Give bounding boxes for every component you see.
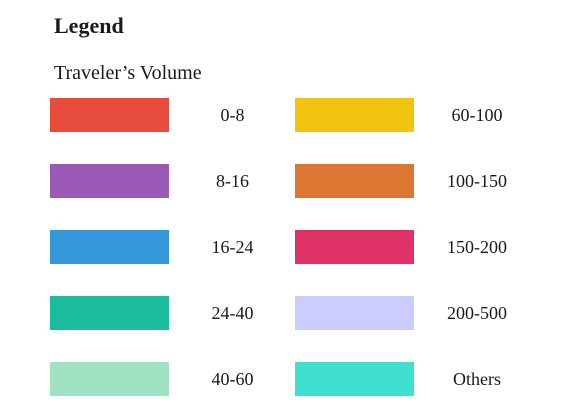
legend-item-label: 150-200: [447, 237, 507, 257]
color-swatch: [50, 164, 169, 198]
color-swatch: [295, 164, 414, 198]
legend-item-label: 100-150: [447, 171, 507, 191]
legend-item-label: 16-24: [211, 237, 254, 257]
color-swatch: [295, 362, 414, 396]
legend-item-label: 200-500: [447, 303, 507, 323]
color-swatch: [295, 230, 414, 264]
legend-item-label: 24-40: [211, 303, 254, 323]
legend-item-label: 0-8: [220, 105, 245, 125]
color-swatch: [50, 230, 169, 264]
legend-item-label: 8-16: [216, 171, 249, 191]
color-swatch: [295, 296, 414, 330]
legend-item-label: Others: [453, 369, 501, 389]
color-swatch: [50, 296, 169, 330]
legend-item-label: 40-60: [211, 369, 254, 389]
color-swatch: [295, 98, 414, 132]
color-swatch: [50, 98, 169, 132]
color-swatch: [50, 362, 169, 396]
legend-subtitle: Traveler’s Volume: [54, 62, 202, 84]
legend-item-label: 60-100: [451, 105, 503, 125]
legend-title: Legend: [54, 13, 124, 38]
